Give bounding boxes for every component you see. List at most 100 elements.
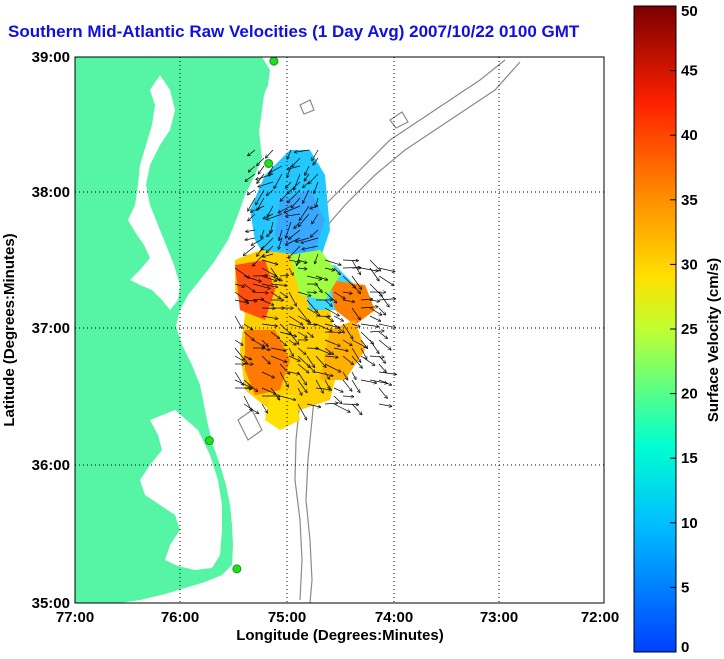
velocity-vector xyxy=(243,403,258,413)
velocity-vector xyxy=(286,237,301,245)
velocity-vector xyxy=(378,371,396,374)
velocity-vector xyxy=(243,275,261,282)
plot-frame xyxy=(74,56,605,604)
velocity-vector xyxy=(297,363,309,373)
velocity-vector xyxy=(243,300,257,301)
velocity-vector xyxy=(324,371,329,379)
velocity-vector xyxy=(297,331,307,337)
y-tick: 38:00 xyxy=(32,184,70,201)
radar-stations xyxy=(204,57,279,574)
velocity-vector xyxy=(270,387,280,400)
velocity-vector xyxy=(288,371,299,374)
velocity-vector xyxy=(306,403,321,407)
velocity-vector xyxy=(378,299,396,300)
velocity-vector xyxy=(252,283,270,288)
x-tick: 72:00 xyxy=(581,609,619,626)
velocity-vector xyxy=(279,363,290,374)
velocity-vector xyxy=(351,355,362,368)
velocity-vector xyxy=(261,283,277,287)
velocity-vector xyxy=(324,403,338,404)
velocity-vector xyxy=(360,323,379,327)
velocity-vector xyxy=(313,157,319,165)
velocity-vector xyxy=(258,165,265,174)
station-marker xyxy=(264,158,274,168)
velocity-vector xyxy=(261,403,267,413)
velocity-vector xyxy=(288,315,303,325)
velocity-vector xyxy=(288,267,293,275)
velocity-vector xyxy=(342,292,352,294)
velocity-vector xyxy=(369,315,380,321)
velocity-vector xyxy=(297,315,311,323)
velocity-vector xyxy=(257,157,265,165)
velocity-vector xyxy=(261,339,268,346)
velocity-vector xyxy=(315,283,322,292)
velocity-vector xyxy=(279,291,287,297)
velocity-vector xyxy=(378,355,385,363)
velocity-vector xyxy=(258,181,274,187)
velocity-vector xyxy=(351,283,360,293)
velocity-vector xyxy=(309,173,319,184)
velocity-vector xyxy=(342,379,352,391)
velocity-vector xyxy=(378,323,395,328)
velocity-vector xyxy=(292,157,301,167)
colorbar-tick: 15 xyxy=(681,450,698,467)
y-tick: 37:00 xyxy=(32,320,70,337)
velocity-vector xyxy=(304,173,310,181)
velocity-vector xyxy=(270,221,274,233)
velocity-vector xyxy=(261,371,274,378)
velocity-vector xyxy=(257,173,265,183)
velocity-vector xyxy=(333,403,350,412)
velocity-vector xyxy=(324,347,333,354)
velocity-vector xyxy=(360,355,375,365)
map-title: Southern Mid-Atlantic Raw Velocities (1 … xyxy=(8,22,580,41)
velocity-vector xyxy=(261,259,278,264)
velocity-vector xyxy=(246,230,256,232)
colorbar-tick: 10 xyxy=(681,515,698,532)
velocity-vector xyxy=(378,267,395,272)
velocity-vector xyxy=(306,324,316,325)
station-marker xyxy=(232,564,242,574)
velocity-vector xyxy=(279,395,295,400)
velocity-vector xyxy=(342,339,352,345)
velocity-vector xyxy=(297,291,311,296)
velocity-vector xyxy=(351,307,360,320)
velocity-vector xyxy=(306,355,315,367)
velocity-vector xyxy=(270,331,279,338)
velocity-vector xyxy=(351,275,361,289)
velocity-vector xyxy=(287,149,292,159)
velocity-vector xyxy=(270,284,287,286)
velocity-vector xyxy=(270,275,282,281)
velocity-vector xyxy=(234,379,250,387)
pamlico-sound xyxy=(140,410,222,570)
velocity-vector xyxy=(288,245,301,258)
velocity-vector xyxy=(244,245,256,255)
velocity-vector xyxy=(270,347,286,351)
velocity-vector xyxy=(270,267,279,280)
velocity-vector xyxy=(333,395,342,403)
velocity-vector xyxy=(245,173,256,181)
velocity-vector xyxy=(261,299,274,305)
velocity-vector xyxy=(252,292,268,293)
velocity-vector xyxy=(251,237,265,245)
velocity-vector xyxy=(248,165,256,172)
velocity-vector xyxy=(252,339,264,347)
velocity-vector xyxy=(243,323,252,330)
velocity-vector xyxy=(278,205,292,213)
velocity-vector xyxy=(288,355,300,361)
velocity-vector xyxy=(324,379,330,389)
velocity-vector xyxy=(324,315,333,321)
velocity-vector xyxy=(248,197,256,211)
colorbar-label: Surface Velocity (cm/s) xyxy=(705,258,722,422)
velocity-vector xyxy=(342,396,354,397)
velocity-vector xyxy=(286,213,301,216)
velocity-vector xyxy=(243,379,257,391)
velocity-vector xyxy=(297,371,306,385)
velocity-vector xyxy=(261,229,265,238)
velocity-vector xyxy=(324,363,341,372)
land-delmarva xyxy=(188,57,266,285)
velocity-vector xyxy=(369,356,384,357)
velocity-vector xyxy=(243,283,255,292)
colorbar-tick: 35 xyxy=(681,192,698,209)
velocity-vector xyxy=(306,331,313,337)
